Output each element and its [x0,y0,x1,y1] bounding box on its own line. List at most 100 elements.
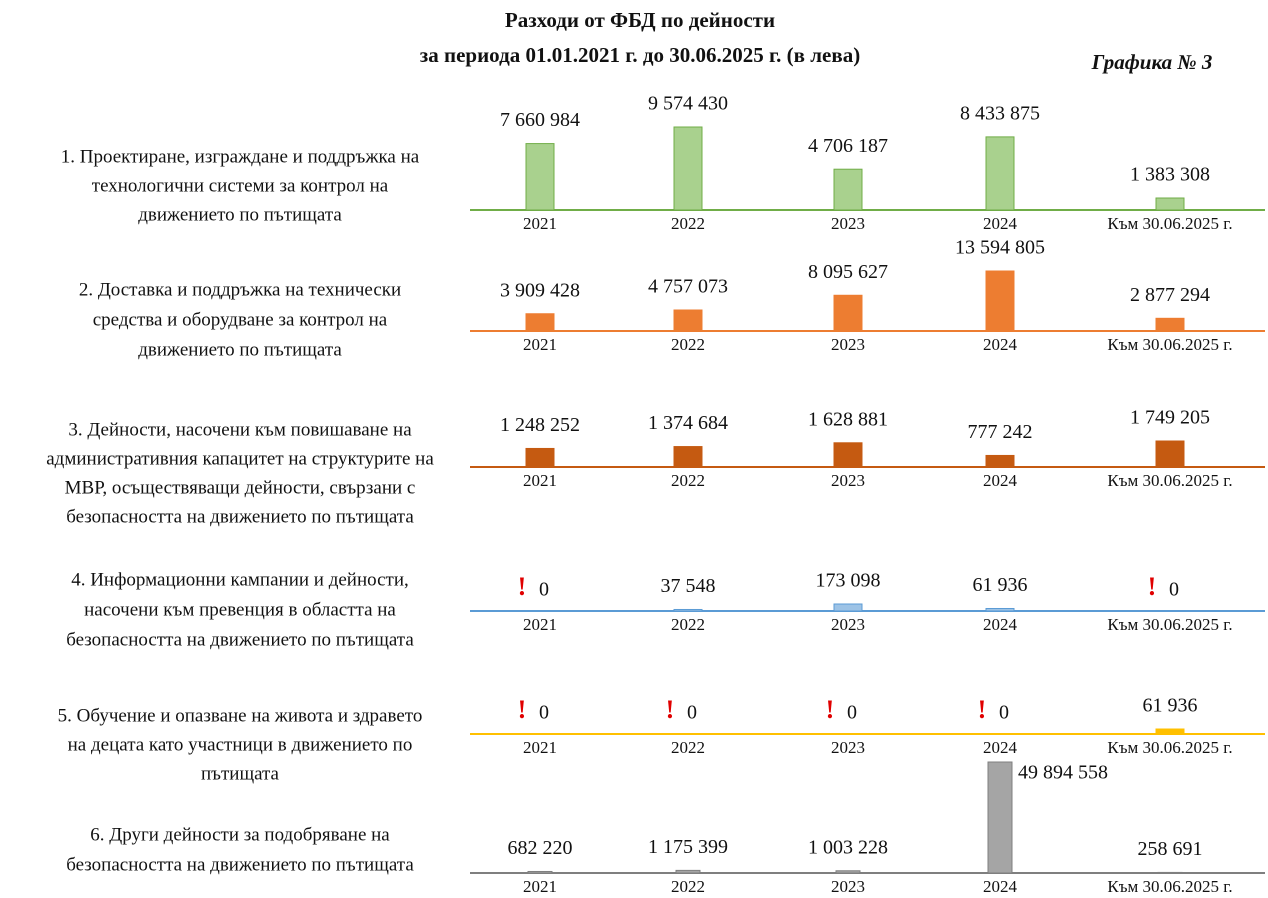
bar [527,870,553,874]
row-label: 1. Проектиране, изграждане и поддръжка н… [61,146,420,167]
category-label: Към 30.06.2025 г. [1107,471,1232,490]
value-label: 1 628 881 [808,408,888,430]
category-label: 2023 [831,615,865,634]
bar [835,870,861,874]
category-label: 2022 [671,471,705,490]
zero-flag: ! [1148,572,1157,601]
value-label: 13 594 805 [955,237,1045,259]
value-label: 3 909 428 [500,279,580,301]
row-label: 6. Други дейности за подобряване на [90,824,390,845]
category-label: 2021 [523,877,557,896]
value-label: 0 [539,702,549,724]
category-label: 2021 [523,214,557,233]
value-label: 9 574 430 [648,93,728,115]
category-label: 2022 [671,877,705,896]
value-label: 2 877 294 [1130,284,1210,306]
category-label: 2022 [671,615,705,634]
bar [1157,871,1183,874]
title: Разходи от ФБД по дейности [505,8,775,32]
category-label: 2024 [983,214,1018,233]
value-label: 8 433 875 [960,102,1040,124]
value-label: 1 749 205 [1130,407,1210,429]
value-label: 1 383 308 [1130,164,1210,186]
category-label: 2022 [671,738,705,757]
row-label: технологични системи за контрол на [92,175,389,196]
category-label: 2024 [983,335,1018,354]
zero-flag: ! [826,695,835,724]
value-label: 0 [539,579,549,601]
value-label: 4 757 073 [648,276,728,298]
figure-label: Графика № 3 [1091,50,1213,74]
category-label: Към 30.06.2025 г. [1107,335,1232,354]
value-label: 61 936 [973,574,1028,596]
row-label: на децата като участници в движението по [68,734,413,755]
value-label: 0 [847,702,857,724]
row-label: 3. Дейности, насочени към повишаване на [68,419,412,440]
bar [673,608,703,612]
category-label: Към 30.06.2025 г. [1107,214,1232,233]
value-label: 1 248 252 [500,414,580,436]
bar [833,442,863,468]
row-label: безопасността на движението по пътищата [66,854,414,875]
value-label: 7 660 984 [500,109,580,131]
bar [985,607,1015,612]
zero-flag: ! [518,695,527,724]
category-label: 2024 [983,615,1018,634]
bar [985,136,1015,211]
value-label: 1 374 684 [648,412,728,434]
category-label: Към 30.06.2025 г. [1107,877,1232,896]
title: за периода 01.01.2021 г. до 30.06.2025 г… [420,43,860,67]
value-label: 0 [999,702,1009,724]
row-label: МВР, осъществяващи дейности, свързани с [65,477,416,498]
bar [675,869,701,874]
bar [525,447,555,468]
value-label: 8 095 627 [808,261,888,283]
value-label: 0 [687,702,697,724]
value-label: 61 936 [1143,695,1198,717]
bar [987,761,1013,874]
category-label: 2023 [831,738,865,757]
category-label: 2024 [983,738,1018,757]
category-label: Към 30.06.2025 г. [1107,615,1232,634]
row-label: насочени към превенция в областта на [84,599,396,620]
row-label: 5. Обучение и опазване на живота и здрав… [58,705,423,726]
bar [833,168,863,211]
category-label: 2024 [983,877,1018,896]
bar [1155,440,1185,468]
row-label: движението по пътищата [138,204,342,225]
bar [673,126,703,211]
row-label: безопасността на движението по пътищата [66,506,414,527]
row-label: 2. Доставка и поддръжка на технически [79,279,401,300]
bar [833,294,863,332]
value-label: 682 220 [508,837,573,859]
category-label: 2021 [523,335,557,354]
bar [985,270,1015,332]
zero-flag: ! [518,572,527,601]
bar [673,446,703,468]
category-label: 2023 [831,214,865,233]
category-label: 2022 [671,214,705,233]
value-label: 1 175 399 [648,836,728,858]
value-label: 37 548 [661,575,716,597]
value-label: 49 894 558 [1018,762,1108,784]
value-label: 777 242 [968,421,1033,443]
category-label: 2022 [671,335,705,354]
category-label: 2023 [831,335,865,354]
bar [985,454,1015,468]
bar [1155,728,1185,735]
row-label: административния капацитет на структурит… [46,448,434,469]
category-label: Към 30.06.2025 г. [1107,738,1232,757]
row-label: движението по пътищата [138,339,342,360]
bar [833,603,863,612]
category-label: 2023 [831,471,865,490]
bar [525,313,555,332]
value-label: 4 706 187 [808,135,888,157]
bar [1155,197,1185,211]
category-label: 2021 [523,738,557,757]
value-label: 258 691 [1138,838,1203,860]
row-label: безопасността на движението по пътищата [66,629,414,650]
category-label: 2021 [523,471,557,490]
category-label: 2023 [831,877,865,896]
category-label: 2024 [983,471,1018,490]
